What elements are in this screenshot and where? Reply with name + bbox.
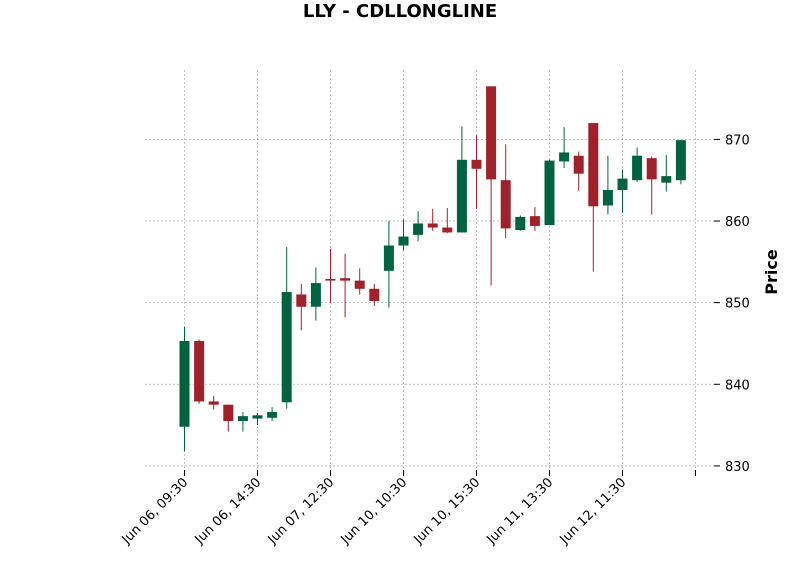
candle-down bbox=[588, 123, 599, 272]
chart-title: LLY - CDLLONGLINE bbox=[303, 1, 497, 22]
x-tick-label: Jun 06, 09:30 bbox=[119, 475, 192, 548]
candle-body bbox=[573, 155, 584, 174]
candle-body bbox=[310, 283, 321, 307]
candle-down bbox=[573, 151, 584, 191]
candle-up bbox=[675, 140, 686, 185]
candle-body bbox=[456, 159, 467, 233]
candle-body bbox=[340, 278, 351, 281]
candle-up bbox=[310, 267, 321, 321]
candle-down bbox=[354, 268, 365, 295]
candle-up bbox=[602, 155, 613, 215]
candle-body bbox=[194, 341, 205, 402]
candle-body bbox=[515, 216, 526, 230]
candle-body bbox=[237, 416, 248, 422]
candle-down bbox=[296, 283, 307, 331]
candle-up bbox=[267, 407, 278, 422]
candle-body bbox=[267, 412, 278, 418]
candle-body bbox=[208, 401, 219, 405]
axes: 830 840 850 860 870 Jun 06, 09:30 Jun 06, 14:3… bbox=[119, 133, 750, 547]
candle-down bbox=[427, 208, 438, 231]
x-tick-label: Jun 12, 11:30 bbox=[557, 475, 630, 548]
y-tick-label: 830 bbox=[725, 460, 750, 475]
candle-body bbox=[296, 294, 307, 307]
candle-down bbox=[208, 395, 219, 410]
candle-body bbox=[179, 341, 190, 427]
candle-down bbox=[442, 207, 453, 234]
candle-up bbox=[544, 159, 555, 226]
candle-up bbox=[661, 154, 672, 192]
candle-body bbox=[617, 178, 628, 190]
candle-body bbox=[354, 280, 365, 289]
candle-up bbox=[383, 221, 394, 308]
candle-up bbox=[252, 412, 263, 426]
candle-up bbox=[515, 215, 526, 231]
candle-down bbox=[325, 248, 336, 303]
candle-body bbox=[427, 223, 438, 228]
candle-body bbox=[661, 176, 672, 183]
candle-body bbox=[544, 160, 555, 226]
candle-body bbox=[369, 288, 380, 302]
candle-up bbox=[281, 247, 292, 409]
candle-body bbox=[252, 415, 263, 419]
candle-down bbox=[194, 339, 205, 404]
candle-body bbox=[486, 86, 497, 180]
candle-body bbox=[602, 190, 613, 206]
y-tick-label: 860 bbox=[725, 215, 750, 230]
candle-body bbox=[442, 227, 453, 233]
candle-up bbox=[237, 412, 248, 432]
candle-body bbox=[646, 158, 657, 180]
candles bbox=[179, 86, 686, 452]
candle-body bbox=[471, 159, 482, 169]
candle-body bbox=[281, 292, 292, 403]
candle-body bbox=[500, 180, 511, 229]
candle-down bbox=[529, 207, 540, 231]
x-tick-label: Jun 06, 14:30 bbox=[192, 475, 265, 548]
candle-down bbox=[500, 144, 511, 239]
candle-up bbox=[413, 211, 424, 242]
candle-body bbox=[413, 223, 424, 235]
y-tick-label: 870 bbox=[725, 133, 750, 148]
candle-down bbox=[369, 283, 380, 306]
candle-down bbox=[340, 253, 351, 318]
candle-up bbox=[179, 327, 190, 452]
candle-up bbox=[617, 169, 628, 213]
candle-body bbox=[398, 236, 409, 246]
candle-up bbox=[632, 147, 643, 182]
candle-body bbox=[325, 278, 336, 281]
candle-down bbox=[646, 156, 657, 215]
x-tick-label: Jun 07, 12:30 bbox=[265, 475, 338, 548]
candle-body bbox=[529, 216, 540, 226]
candle-down bbox=[486, 86, 497, 286]
candle-body bbox=[675, 140, 686, 181]
candle-down bbox=[471, 135, 482, 209]
y-axis-label: Price bbox=[762, 249, 781, 295]
candle-body bbox=[383, 245, 394, 271]
y-tick-label: 850 bbox=[725, 297, 750, 312]
x-tick-label: Jun 10, 10:30 bbox=[338, 475, 411, 548]
candle-body bbox=[588, 123, 599, 207]
x-tick-label: Jun 10, 15:30 bbox=[411, 475, 484, 548]
x-tick-label: Jun 11, 13:30 bbox=[484, 475, 557, 548]
candle-body bbox=[559, 152, 570, 162]
candle-up bbox=[398, 219, 409, 251]
candle-down bbox=[223, 404, 234, 432]
candle-body bbox=[223, 404, 234, 422]
candle-up bbox=[559, 127, 570, 168]
candle-up bbox=[456, 126, 467, 233]
candle-body bbox=[632, 155, 643, 181]
y-tick-label: 840 bbox=[725, 378, 750, 393]
